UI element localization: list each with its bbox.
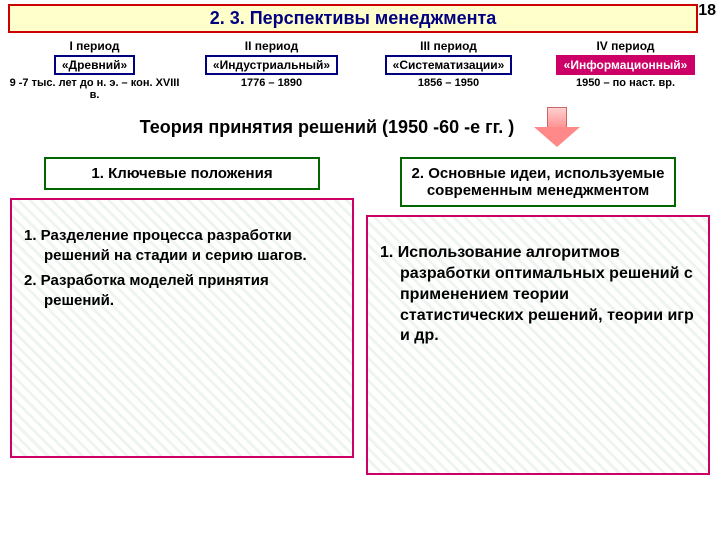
period-4: IV период «Информационный» 1950 – по нас… — [539, 39, 712, 101]
arrow-down-icon — [534, 107, 580, 147]
right-content: 1. Использование алгоритмов разработки о… — [366, 215, 710, 475]
period-title: IV период — [596, 39, 654, 53]
period-tag: «Древний» — [54, 55, 135, 75]
period-title: II период — [245, 39, 298, 53]
left-content: 1. Разделение процесса разработки решени… — [10, 198, 354, 458]
period-dates: 1776 – 1890 — [241, 77, 302, 89]
right-item-1: 1. Использование алгоритмов разработки о… — [380, 243, 696, 347]
period-title: III период — [420, 39, 477, 53]
period-tag: «Систематизации» — [385, 55, 513, 75]
period-dates: 9 -7 тыс. лет до н. э. – кон. XVIII в. — [8, 77, 181, 101]
period-3: III период «Систематизации» 1856 – 1950 — [362, 39, 535, 101]
period-dates: 1856 – 1950 — [418, 77, 479, 89]
right-header: 2. Основные идеи, используемые современн… — [400, 157, 675, 207]
theory-title: Теория принятия решений (1950 -60 -е гг.… — [140, 117, 515, 138]
left-item-1: 1. Разделение процесса разработки решени… — [24, 226, 340, 265]
period-2: II период «Индустриальный» 1776 – 1890 — [185, 39, 358, 101]
left-item-2: 2. Разработка моделей принятия решений. — [24, 271, 340, 310]
period-dates: 1950 – по наст. вр. — [576, 77, 675, 89]
period-tag: «Информационный» — [556, 55, 696, 75]
slide-number: 18 — [698, 2, 716, 20]
periods-row: I период «Древний» 9 -7 тыс. лет до н. э… — [8, 39, 712, 101]
theory-row: Теория принятия решений (1950 -60 -е гг.… — [4, 107, 716, 147]
period-tag: «Индустриальный» — [205, 55, 338, 75]
left-column: 1. Ключевые положения 1. Разделение проц… — [10, 157, 354, 475]
slide-title: 2. 3. Перспективы менеджмента — [8, 4, 698, 33]
period-1: I период «Древний» 9 -7 тыс. лет до н. э… — [8, 39, 181, 101]
period-title: I период — [69, 39, 119, 53]
content-columns: 1. Ключевые положения 1. Разделение проц… — [10, 157, 710, 475]
right-column: 2. Основные идеи, используемые современн… — [366, 157, 710, 475]
left-header: 1. Ключевые положения — [44, 157, 319, 190]
